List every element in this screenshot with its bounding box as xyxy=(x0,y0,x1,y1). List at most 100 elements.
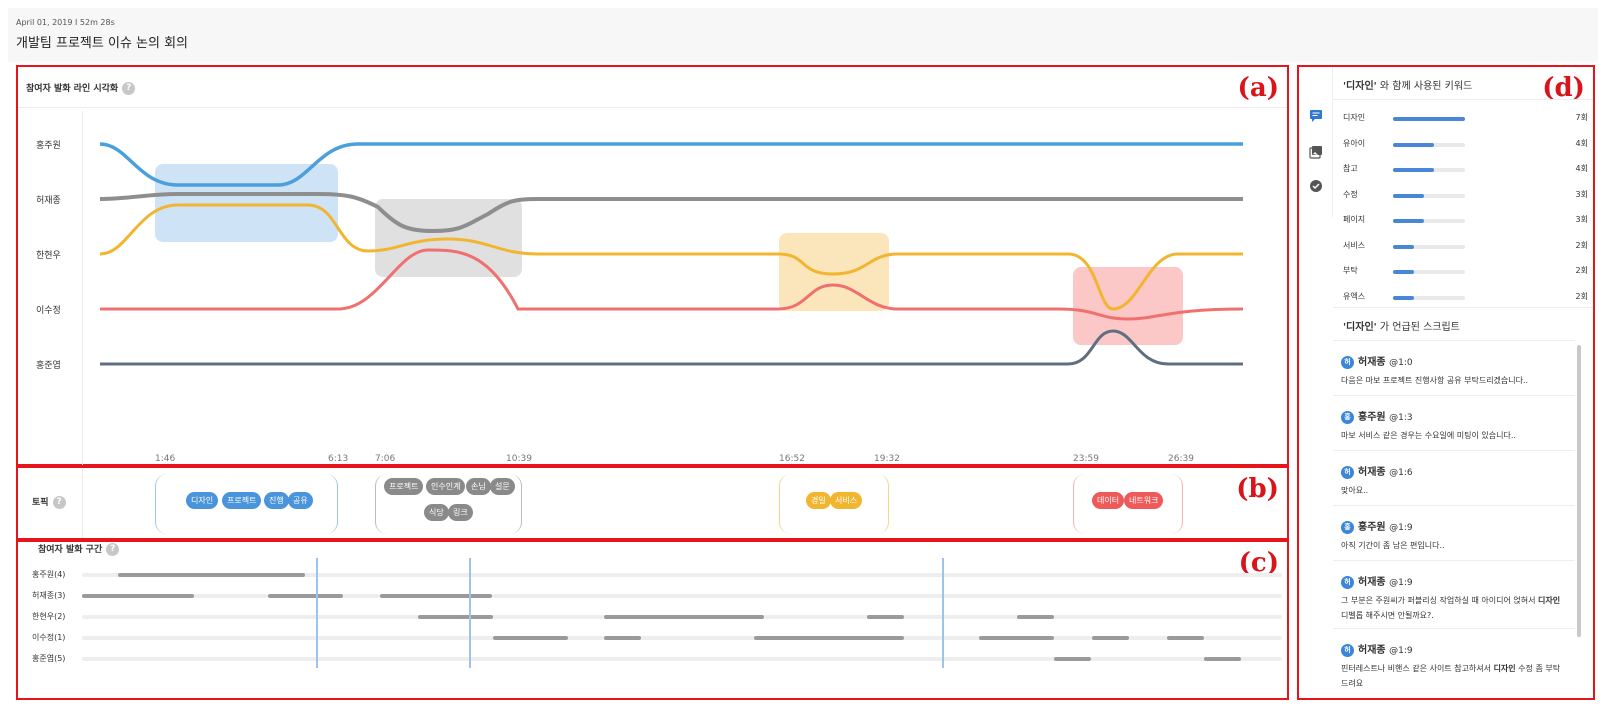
topic-chip[interactable]: 프로젝트 xyxy=(222,492,262,509)
keyword-row[interactable]: 유엑스 2회 xyxy=(1343,291,1588,305)
script-text-part: 핀터레스트나 비핸스 같은 사이트 참고하셔서 xyxy=(1341,664,1494,673)
help-icon[interactable]: ? xyxy=(122,82,136,95)
topic-chip[interactable]: 공유 xyxy=(288,492,313,509)
script-item[interactable]: 허 허재종 @1:9 그 부분은 주원씨가 퍼블리싱 작업하실 때 아이디어 얹혀… xyxy=(1333,560,1575,628)
line-한현우 xyxy=(99,203,1243,311)
keyword-count: 2회 xyxy=(1575,240,1588,250)
speech-line-title-text: 참여자 발화 라인 시각화 xyxy=(26,84,119,94)
topic-chip[interactable]: 링크 xyxy=(448,504,473,521)
speech-segment[interactable] xyxy=(118,573,305,577)
speech-time: @1:9 xyxy=(1389,646,1413,656)
axis-line xyxy=(82,111,83,465)
highlighted-keyword: 디자인 xyxy=(1537,596,1561,605)
time-marker xyxy=(469,558,471,668)
topic-chip[interactable]: 설문 xyxy=(490,478,515,495)
keyword-row[interactable]: 서비스 2회 xyxy=(1343,240,1588,254)
keyword-label: 유아이 xyxy=(1343,138,1366,148)
speech-track xyxy=(82,573,1282,577)
speech-segment[interactable] xyxy=(604,636,641,640)
script-text-part: 수정 좀 부탁드려요 xyxy=(1341,664,1561,688)
topic-chip[interactable]: 경일 xyxy=(806,492,831,509)
keyword-count: 2회 xyxy=(1575,291,1588,301)
axis-line xyxy=(82,468,83,538)
keyword-row[interactable]: 페이지 3회 xyxy=(1343,214,1588,228)
check-circle-icon[interactable] xyxy=(1308,179,1324,195)
topic-chip[interactable]: 디자인 xyxy=(186,492,219,509)
speech-segment-title: 참여자 발화 구간? xyxy=(38,542,120,556)
script-list[interactable]: 허 허재종 @1:0 다음은 마보 프로젝트 진행사항 공유 부탁드리겠습니다..… xyxy=(1333,340,1581,698)
topic-chip[interactable]: 데이터 xyxy=(1092,492,1125,509)
keyword-row[interactable]: 참고 4회 xyxy=(1343,163,1588,177)
divider xyxy=(1333,99,1593,100)
avatar: 허 xyxy=(1341,643,1354,657)
keyword-bar-fill xyxy=(1393,117,1465,121)
x-tick: 1:46 xyxy=(155,454,176,464)
script-item[interactable]: 허 허재종 @1:0 다음은 마보 프로젝트 진행사항 공유 부탁드리겠습니다.. xyxy=(1333,340,1575,395)
speaker-name: 허재종 xyxy=(1358,645,1386,656)
topic-group-2[interactable]: 프로젝트 인수인계 손님 설문 식당 링크 xyxy=(375,474,522,534)
participant-label: 허재종 xyxy=(36,196,61,206)
topic-chip[interactable]: 네트워크 xyxy=(1124,492,1164,509)
keyword-row[interactable]: 수정 3회 xyxy=(1343,189,1588,203)
speech-segment[interactable] xyxy=(979,636,1054,640)
keyword-bar-track xyxy=(1393,219,1465,223)
speech-segment[interactable] xyxy=(82,594,194,598)
speech-segment[interactable] xyxy=(380,594,492,598)
keyword-row[interactable]: 디자인 7회 xyxy=(1343,112,1588,126)
x-tick: 23:59 xyxy=(1073,454,1099,464)
participant-label: 이수정 xyxy=(36,306,61,316)
script-title-kw: '디자인' xyxy=(1343,322,1377,333)
keyword-row[interactable]: 부탁 2회 xyxy=(1343,265,1588,279)
speech-segment[interactable] xyxy=(1167,636,1204,640)
speech-segment[interactable] xyxy=(1092,636,1129,640)
script-item[interactable]: 허 허재종 @1:6 맞아요.. xyxy=(1333,450,1575,505)
speech-segment[interactable] xyxy=(867,615,904,619)
topic-chip[interactable]: 프로젝트 xyxy=(384,478,424,495)
speech-segment[interactable] xyxy=(1017,615,1054,619)
script-speaker: 허 허재종 @1:9 xyxy=(1341,641,1413,657)
topic-chip[interactable]: 진행 xyxy=(264,492,289,509)
keyword-title: '디자인' 와 함께 사용된 키워드 xyxy=(1343,77,1472,92)
keyword-bar-fill xyxy=(1393,270,1414,274)
topic-group-3[interactable]: 경일 서비스 xyxy=(779,474,889,534)
topic-group-4[interactable]: 데이터 네트워크 xyxy=(1073,474,1183,534)
gallery-icon[interactable] xyxy=(1308,145,1324,161)
topic-chip[interactable]: 손님 xyxy=(466,478,491,495)
speech-segment[interactable] xyxy=(604,615,764,619)
avatar: 허 xyxy=(1341,355,1354,369)
topic-chip[interactable]: 인수인계 xyxy=(426,478,466,495)
script-text: 아직 기간이 좀 남은 편입니다.. xyxy=(1341,541,1445,550)
script-item[interactable]: 허 허재종 @1:9 핀터레스트나 비핸스 같은 사이트 참고하셔서 디자인 수정… xyxy=(1333,628,1575,698)
keyword-bar-fill xyxy=(1393,244,1414,249)
script-text-part: 디벨롭 해주시면 안될까요?. xyxy=(1341,611,1434,620)
speech-segment[interactable] xyxy=(418,615,493,619)
script-text: 다음은 마보 프로젝트 진행사항 공유 부탁드리겠습니다.. xyxy=(1341,376,1529,385)
script-speaker: 홍 홍주원 @1:9 xyxy=(1341,518,1413,534)
keyword-bar-fill xyxy=(1393,295,1414,300)
speech-segment[interactable] xyxy=(754,636,904,640)
script-item[interactable]: 홍 홍주원 @1:9 아직 기간이 좀 남은 편입니다.. xyxy=(1333,505,1575,560)
speech-segment[interactable] xyxy=(268,594,343,598)
topic-region-1 xyxy=(155,164,338,242)
speech-segment[interactable] xyxy=(1204,657,1241,661)
keyword-bar-fill xyxy=(1393,168,1435,172)
speaker-name: 허재종 xyxy=(1358,357,1386,368)
help-icon[interactable]: ? xyxy=(106,543,120,556)
speech-segment-title-text: 참여자 발화 구간 xyxy=(38,545,103,555)
keyword-count: 3회 xyxy=(1575,215,1588,224)
chat-icon[interactable] xyxy=(1308,109,1324,125)
help-icon[interactable]: ? xyxy=(52,496,66,509)
topic-group-1[interactable]: 디자인 프로젝트 진행 공유 xyxy=(155,474,338,534)
keyword-bar-track xyxy=(1393,295,1465,300)
scrollbar[interactable] xyxy=(1577,345,1581,637)
keyword-panel: '디자인' 와 함께 사용된 키워드 (d) 디자인 7회 유아이 4회 참고 4회 수정 3… xyxy=(1297,65,1595,700)
script-item[interactable]: 홍 홍주원 @1:3 마보 서비스 같은 경우는 수요일에 미팅이 있습니다.. xyxy=(1333,395,1575,450)
speaker-row-label: 홍준엽(5) xyxy=(32,654,66,663)
topic-chip[interactable]: 식당 xyxy=(424,504,449,521)
keyword-row[interactable]: 유아이 4회 xyxy=(1343,138,1588,152)
divider xyxy=(18,107,1287,108)
speech-segment[interactable] xyxy=(1054,657,1091,661)
keyword-bar-track xyxy=(1393,193,1465,198)
speech-segment[interactable] xyxy=(493,636,568,640)
topic-chip[interactable]: 서비스 xyxy=(830,492,863,509)
